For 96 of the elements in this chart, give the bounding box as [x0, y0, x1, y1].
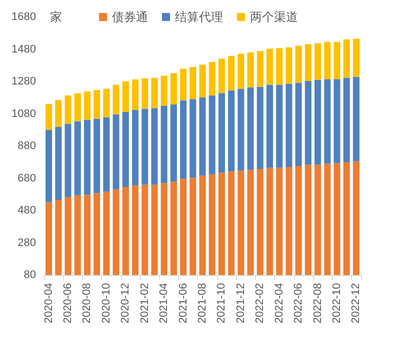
bar [256, 86, 264, 170]
bar [55, 126, 62, 200]
x-tick-label: 2022-04 [273, 283, 286, 324]
bar [112, 84, 120, 114]
x-tick-label: 2022-02 [254, 283, 266, 324]
y-tick-label: 880 [18, 140, 36, 152]
bar [74, 121, 81, 196]
x-tick-label: 2022-10 [330, 283, 343, 324]
bar [46, 130, 52, 202]
y-tick-label: 1480 [12, 43, 36, 56]
x-tick-label: 2021-06 [177, 283, 190, 324]
bar [170, 73, 177, 104]
bar [218, 93, 225, 173]
y-tick-label: 1080 [12, 108, 36, 120]
x-tick-label: 2022-08 [312, 283, 324, 324]
bar [160, 76, 168, 106]
x-tick-label: 2020-06 [62, 283, 74, 324]
x-tick-label: 2021-02 [138, 283, 151, 324]
bar [276, 48, 283, 85]
bar [74, 93, 81, 122]
bar [276, 84, 283, 168]
x-tick-label: 2022-12 [350, 283, 362, 324]
bar [112, 114, 120, 190]
bar [352, 76, 360, 162]
bar [304, 44, 312, 82]
bar [64, 95, 72, 124]
bar [180, 100, 187, 179]
bar [151, 108, 158, 185]
bar [324, 42, 331, 80]
bar [132, 110, 139, 186]
bar [94, 118, 100, 194]
bar [142, 78, 148, 109]
bar [190, 66, 196, 100]
bar [304, 81, 312, 165]
bar [199, 64, 206, 98]
x-tick-label: 2021-10 [216, 283, 228, 324]
x-tick-label: 2021-12 [234, 283, 247, 324]
bar [343, 39, 350, 78]
bar [352, 38, 360, 77]
x-tick-label: 2021-08 [196, 283, 208, 324]
bar [132, 79, 139, 110]
x-tick-label: 2022-06 [292, 283, 305, 324]
bar [228, 56, 235, 90]
bar [103, 117, 110, 192]
bar [94, 90, 100, 119]
bar [266, 84, 274, 168]
y-axis-title: 家 [50, 10, 62, 24]
bar [199, 97, 206, 176]
legend-label: 结算代理 [175, 10, 223, 24]
y-tick-label: 480 [18, 204, 36, 216]
bar [256, 51, 264, 87]
legend-label: 两个渠道 [250, 10, 298, 24]
bar [122, 81, 129, 112]
bar [334, 42, 340, 80]
x-tick-label: 2020-12 [120, 283, 132, 324]
bar [343, 78, 350, 162]
bar [334, 79, 340, 164]
y-tick-label: 1280 [12, 76, 36, 88]
bar [103, 88, 110, 118]
bar [266, 48, 274, 85]
bar [84, 120, 90, 195]
bar [190, 99, 196, 178]
bar [314, 80, 322, 165]
x-tick-label: 2021-04 [158, 283, 170, 324]
bar [142, 108, 148, 185]
bar [84, 91, 90, 120]
bar [151, 78, 158, 108]
bar [247, 87, 254, 170]
x-tick-label: 2020-10 [100, 283, 112, 324]
bar [180, 68, 187, 100]
bar [286, 84, 292, 167]
bar [55, 100, 62, 127]
bar [238, 54, 244, 89]
bar [324, 79, 331, 164]
bar [160, 106, 168, 184]
y-tick-label: 680 [18, 172, 36, 184]
legend-label: 债券通 [112, 10, 148, 24]
y-tick-label: 80 [24, 269, 36, 281]
bar [295, 46, 302, 83]
x-tick-label: 2020-04 [42, 283, 55, 324]
bar [46, 104, 52, 130]
x-tick-label: 2020-08 [81, 283, 94, 324]
bar [170, 104, 177, 182]
y-tick-label: 280 [18, 236, 36, 249]
bar [228, 90, 235, 172]
bar [314, 43, 322, 80]
bar [295, 82, 302, 166]
bar [208, 95, 216, 174]
bar [286, 47, 292, 84]
bar [238, 88, 244, 171]
bar [208, 62, 216, 96]
bar [64, 124, 72, 197]
bar [218, 58, 225, 94]
y-tick-label: 1680 [12, 11, 36, 23]
bar [247, 52, 254, 88]
bar [122, 112, 129, 187]
